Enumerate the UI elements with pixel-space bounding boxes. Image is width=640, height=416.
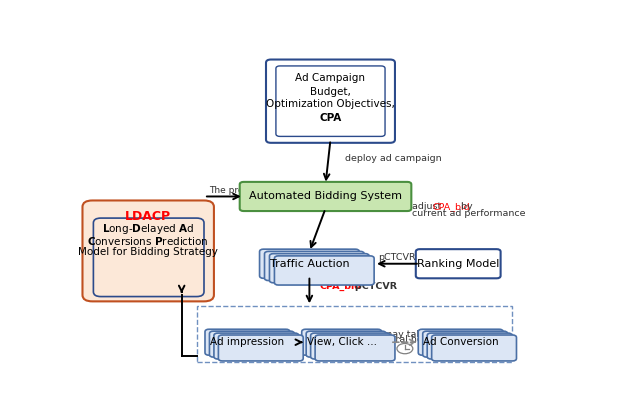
FancyBboxPatch shape [416,249,500,278]
Text: CPA_bid: CPA_bid [319,282,362,291]
FancyBboxPatch shape [260,249,359,278]
Text: The predicted number of conversions: The predicted number of conversions [209,186,379,195]
Text: may take: may take [383,330,427,339]
FancyBboxPatch shape [214,333,299,359]
FancyBboxPatch shape [209,331,294,357]
Text: Ad Campaign: Ad Campaign [296,73,365,83]
Text: Ranking Model: Ranking Model [417,259,499,269]
Text: deploy ad campaign: deploy ad campaign [346,154,442,163]
FancyBboxPatch shape [310,333,390,359]
FancyBboxPatch shape [264,251,364,280]
FancyBboxPatch shape [306,331,386,357]
Text: CPA: CPA [319,113,342,123]
Text: auction  by: auction by [319,275,372,283]
FancyBboxPatch shape [423,331,508,357]
FancyBboxPatch shape [419,329,503,355]
FancyBboxPatch shape [205,329,290,355]
FancyBboxPatch shape [240,182,412,211]
Text: Budget,: Budget, [310,87,351,97]
FancyBboxPatch shape [266,59,395,143]
Text: Ad Conversion: Ad Conversion [423,337,499,347]
Text: by: by [458,202,472,211]
Text: · pCTCVR: · pCTCVR [348,282,397,291]
FancyBboxPatch shape [431,335,516,361]
FancyBboxPatch shape [276,66,385,136]
Text: $\mathbf{C}$onversions $\mathbf{P}$rediction: $\mathbf{C}$onversions $\mathbf{P}$redic… [87,235,209,247]
Text: Ad impression: Ad impression [211,337,284,347]
Text: several hours: several hours [372,335,437,344]
FancyBboxPatch shape [269,254,369,283]
Text: $\mathbf{L}$ong-$\mathbf{D}$elayed $\mathbf{A}$d: $\mathbf{L}$ong-$\mathbf{D}$elayed $\mat… [102,222,195,236]
FancyBboxPatch shape [83,201,214,301]
Text: LDACP: LDACP [125,210,172,223]
Text: Optimization Objectives,: Optimization Objectives, [266,99,395,109]
Text: adjust: adjust [412,202,445,211]
FancyBboxPatch shape [428,333,512,359]
Text: CPA_bid: CPA_bid [432,202,470,211]
FancyBboxPatch shape [301,329,381,355]
Text: pCTCVR: pCTCVR [378,253,416,262]
Text: Automated Bidding System: Automated Bidding System [249,191,402,201]
Text: Traffic Auction: Traffic Auction [269,259,349,269]
Text: current ad performance: current ad performance [412,209,526,218]
FancyBboxPatch shape [275,256,374,285]
Text: View, Click ...: View, Click ... [307,337,376,347]
FancyBboxPatch shape [93,218,204,297]
Text: Model for Bidding Strategy: Model for Bidding Strategy [78,247,218,257]
FancyBboxPatch shape [315,335,395,361]
FancyBboxPatch shape [218,335,303,361]
